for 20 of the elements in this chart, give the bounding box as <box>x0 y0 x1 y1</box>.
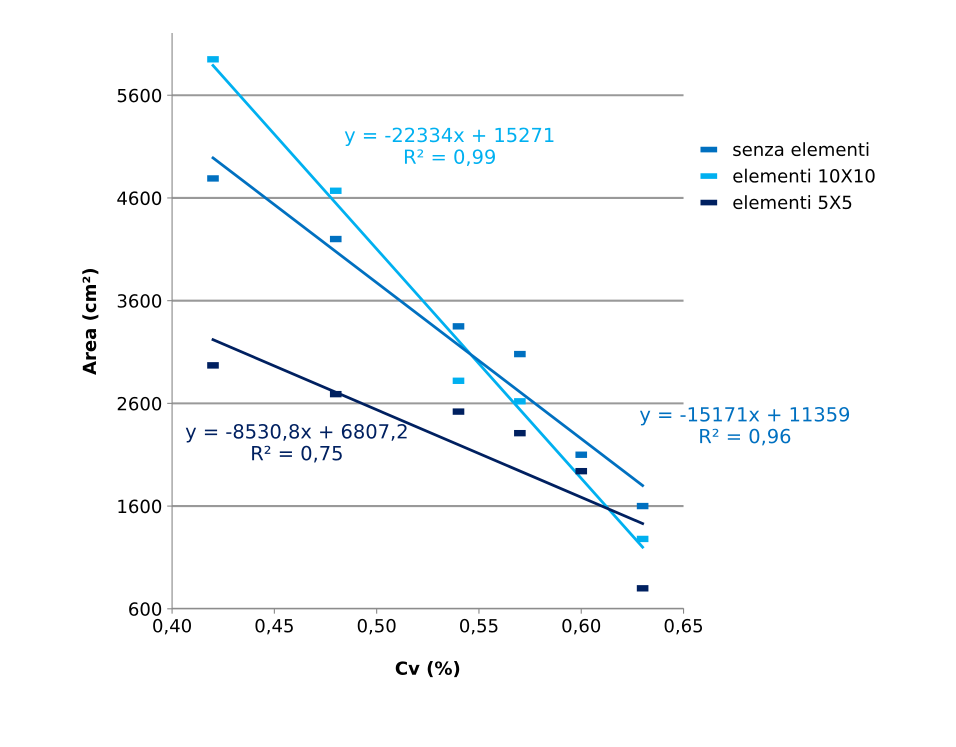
x-tick-label: 0,45 <box>255 618 293 634</box>
y-axis-title: Area (cm²) <box>82 269 98 375</box>
y-tick-label: 1600 <box>118 500 162 514</box>
annotation: y = -22334x + 15271 R² = 0,99 <box>344 128 554 166</box>
legend-label: elementi 10X10 <box>733 168 875 183</box>
annotation: y = -15171x + 11359 R² = 0,96 <box>640 406 850 446</box>
y-tick-label: 3600 <box>118 294 162 308</box>
x-tick-label: 0,40 <box>153 618 191 634</box>
y-tick-label: 600 <box>129 602 162 616</box>
x-tick-label: 0,60 <box>562 618 600 634</box>
x-tick-label: 0,65 <box>664 618 702 634</box>
x-tick-label: 0,50 <box>358 618 396 634</box>
x-axis-title: Cv (%) <box>396 661 460 678</box>
y-tick-label: 5600 <box>118 88 162 102</box>
annotation: y = -8530,8x + 6807,2 R² = 0,75 <box>186 424 407 462</box>
y-tick-label: 2600 <box>118 396 162 410</box>
legend-label: senza elementi <box>733 142 868 156</box>
x-tick-label: 0,55 <box>460 618 498 634</box>
y-tick-label: 4600 <box>117 191 162 206</box>
legend-label: elementi 5X5 <box>733 195 852 210</box>
